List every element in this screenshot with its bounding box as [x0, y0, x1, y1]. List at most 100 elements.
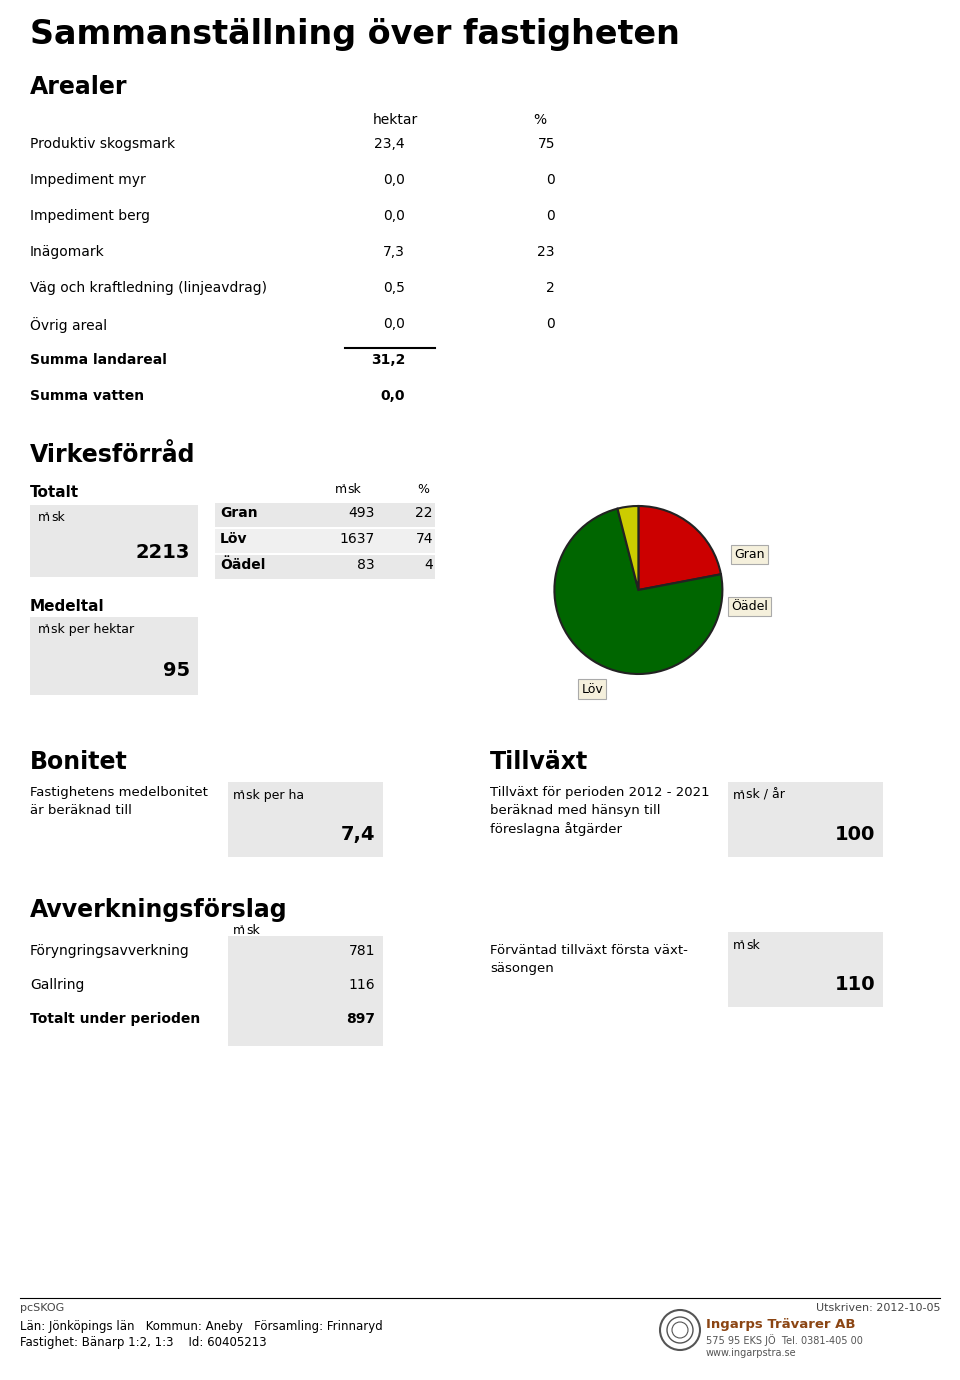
Text: Fastighetens medelbonitet: Fastighetens medelbonitet — [30, 787, 208, 799]
Text: 575 95 EKS JÖ  Tel. 0381-405 00: 575 95 EKS JÖ Tel. 0381-405 00 — [706, 1334, 863, 1346]
Text: Medeltal: Medeltal — [30, 599, 105, 614]
Text: sk: sk — [51, 511, 64, 524]
Text: 7,4: 7,4 — [341, 825, 375, 845]
Text: 23,4: 23,4 — [374, 137, 405, 150]
Text: sk per hektar: sk per hektar — [51, 622, 134, 636]
Text: 0: 0 — [546, 317, 555, 331]
FancyBboxPatch shape — [228, 782, 383, 857]
Text: m: m — [233, 925, 245, 937]
Text: Utskriven: 2012-10-05: Utskriven: 2012-10-05 — [815, 1303, 940, 1312]
Text: Produktiv skogsmark: Produktiv skogsmark — [30, 137, 175, 150]
Text: m: m — [38, 511, 50, 524]
Text: ³: ³ — [740, 938, 743, 948]
Text: 0,0: 0,0 — [383, 317, 405, 331]
Text: Bonitet: Bonitet — [30, 749, 128, 774]
Text: sk: sk — [746, 938, 759, 952]
Text: Ingarps Trävarer AB: Ingarps Trävarer AB — [706, 1318, 855, 1330]
Text: Impediment berg: Impediment berg — [30, 208, 150, 224]
Text: Virkesförråd: Virkesförråd — [30, 443, 196, 466]
Text: Totalt: Totalt — [30, 484, 79, 500]
Text: 74: 74 — [416, 533, 433, 546]
Text: 4: 4 — [424, 558, 433, 571]
Text: hektar: hektar — [372, 113, 418, 127]
Text: 75: 75 — [538, 137, 555, 150]
Text: 7,3: 7,3 — [383, 246, 405, 259]
Wedge shape — [617, 506, 638, 591]
FancyBboxPatch shape — [30, 617, 198, 696]
Text: Gallring: Gallring — [30, 978, 84, 992]
Text: Gran: Gran — [220, 506, 257, 520]
Text: 0,0: 0,0 — [383, 172, 405, 188]
Text: Impediment myr: Impediment myr — [30, 172, 146, 188]
FancyBboxPatch shape — [228, 936, 383, 1046]
Text: 0,0: 0,0 — [380, 389, 405, 403]
Text: säsongen: säsongen — [490, 962, 554, 976]
Text: 100: 100 — [834, 825, 875, 845]
Text: sk per ha: sk per ha — [246, 789, 304, 802]
Text: pcSKOG: pcSKOG — [20, 1303, 64, 1312]
Text: 1637: 1637 — [340, 533, 375, 546]
Text: 23: 23 — [538, 246, 555, 259]
Text: ³: ³ — [740, 789, 743, 798]
FancyBboxPatch shape — [215, 529, 435, 553]
Text: Fastighet: Bänarp 1:2, 1:3    Id: 60405213: Fastighet: Bänarp 1:2, 1:3 Id: 60405213 — [20, 1336, 267, 1350]
Text: ³: ³ — [240, 789, 243, 798]
Text: Inägomark: Inägomark — [30, 246, 105, 259]
Text: Avverkningsförslag: Avverkningsförslag — [30, 898, 288, 922]
Text: www.ingarpstra.se: www.ingarpstra.se — [706, 1348, 797, 1358]
Text: Tillväxt för perioden 2012 - 2021: Tillväxt för perioden 2012 - 2021 — [490, 787, 709, 799]
Text: beräknad med hänsyn till: beräknad med hänsyn till — [490, 805, 660, 817]
Wedge shape — [638, 506, 721, 591]
Text: Övrig areal: Övrig areal — [30, 317, 108, 333]
Text: Föryngringsavverkning: Föryngringsavverkning — [30, 944, 190, 958]
Text: 0,0: 0,0 — [383, 208, 405, 224]
Text: Län: Jönköpings län   Kommun: Aneby   Församling: Frinnaryd: Län: Jönköpings län Kommun: Aneby Försam… — [20, 1321, 383, 1333]
Text: 22: 22 — [416, 506, 433, 520]
Text: sk / år: sk / år — [746, 789, 785, 802]
FancyBboxPatch shape — [30, 505, 198, 577]
Text: ³: ³ — [342, 483, 346, 493]
Text: m: m — [38, 622, 50, 636]
Text: ³: ³ — [45, 511, 48, 520]
Text: 781: 781 — [348, 944, 375, 958]
Text: föreslagna åtgärder: föreslagna åtgärder — [490, 822, 622, 836]
Text: m: m — [233, 789, 245, 802]
Text: 116: 116 — [348, 978, 375, 992]
Text: Öädel: Öädel — [220, 558, 265, 571]
Text: ³: ³ — [45, 622, 48, 632]
Text: Gran: Gran — [734, 548, 764, 562]
Text: 0,5: 0,5 — [383, 282, 405, 295]
Text: Förväntad tillväxt första växt-: Förväntad tillväxt första växt- — [490, 944, 688, 956]
Text: 95: 95 — [163, 661, 190, 680]
FancyBboxPatch shape — [728, 932, 883, 1007]
Text: är beräknad till: är beräknad till — [30, 805, 132, 817]
Text: %: % — [417, 483, 429, 495]
Text: 110: 110 — [834, 976, 875, 994]
Text: m: m — [733, 938, 745, 952]
Text: 83: 83 — [357, 558, 375, 571]
Text: 493: 493 — [348, 506, 375, 520]
Text: Löv: Löv — [582, 683, 603, 696]
Text: 897: 897 — [346, 1012, 375, 1025]
FancyBboxPatch shape — [215, 555, 435, 580]
Text: m: m — [335, 483, 348, 495]
Text: 31,2: 31,2 — [371, 353, 405, 367]
Text: m: m — [733, 789, 745, 802]
Text: 0: 0 — [546, 172, 555, 188]
Text: Väg och kraftledning (linjeavdrag): Väg och kraftledning (linjeavdrag) — [30, 282, 267, 295]
Text: Totalt under perioden: Totalt under perioden — [30, 1012, 201, 1025]
Text: %: % — [534, 113, 546, 127]
Wedge shape — [555, 509, 722, 673]
Text: Summa vatten: Summa vatten — [30, 389, 144, 403]
Text: Summa landareal: Summa landareal — [30, 353, 167, 367]
Text: Löv: Löv — [220, 533, 248, 546]
Text: 0: 0 — [546, 208, 555, 224]
FancyBboxPatch shape — [215, 502, 435, 527]
Text: Tillväxt: Tillväxt — [490, 749, 588, 774]
Text: 2213: 2213 — [135, 542, 190, 562]
Text: Arealer: Arealer — [30, 75, 128, 99]
FancyBboxPatch shape — [728, 782, 883, 857]
Text: Sammanställning över fastigheten: Sammanställning över fastigheten — [30, 18, 680, 51]
Text: Öädel: Öädel — [731, 600, 768, 613]
Text: ³: ³ — [240, 925, 243, 933]
